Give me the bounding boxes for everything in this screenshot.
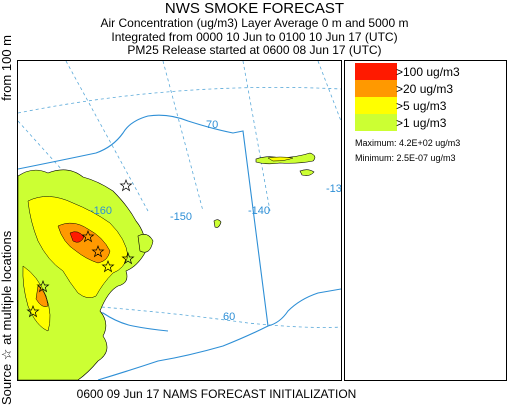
legend-label: >5 ug/m3 <box>396 98 447 113</box>
legend-item-gt100: >100 ug/m3 <box>355 63 460 80</box>
fire-sources <box>26 179 135 318</box>
lon-label: -130 <box>326 183 341 195</box>
release-start: PM25 Release started at 0600 08 Jun 17 (… <box>127 43 382 57</box>
map-canvas: -160 -150 -140 -130 70 60 <box>18 61 341 380</box>
legend-label: >20 ug/m3 <box>396 81 454 96</box>
legend-swatch <box>355 80 397 97</box>
legend-maximum: Maximum: 4.2E+02 ug/m3 <box>355 138 461 148</box>
legend-swatch <box>355 63 397 80</box>
lat-label: 60 <box>223 311 235 323</box>
legend-minimum: Minimum: 2.5E-07 ug/m3 <box>355 153 456 163</box>
legend-swatch <box>355 114 397 131</box>
concentration-legend: >100 ug/m3 >20 ug/m3 >5 ug/m3 >1 ug/m3 M… <box>344 60 507 381</box>
smoke-map[interactable]: -160 -150 -140 -130 70 60 <box>17 60 342 381</box>
graticule <box>18 61 341 328</box>
lon-label: -160 <box>90 205 112 217</box>
legend-item-gt5: >5 ug/m3 <box>355 97 446 114</box>
legend-label: >1 ug/m3 <box>396 115 447 130</box>
lon-label: -150 <box>170 211 192 223</box>
legend-item-gt1: >1 ug/m3 <box>355 114 446 131</box>
lon-label: -140 <box>248 205 270 217</box>
lat-label: 70 <box>206 119 218 131</box>
smoke-layer-gt100 <box>69 231 85 243</box>
legend-swatch <box>355 97 397 114</box>
graticule-labels: -160 -150 -140 -130 70 60 <box>90 119 341 323</box>
concentration-subtitle: Air Concentration (ug/m3) Layer Average … <box>100 16 409 30</box>
page-title: NWS SMOKE FORECAST <box>164 0 345 17</box>
legend-item-gt20: >20 ug/m3 <box>355 80 453 97</box>
legend-label: >100 ug/m3 <box>396 64 460 79</box>
forecast-initialization: 0600 09 Jun 17 NAMS FORECAST INITIALIZAT… <box>76 387 357 401</box>
integration-period: Integrated from 0000 10 Jun to 0100 10 J… <box>111 30 398 44</box>
